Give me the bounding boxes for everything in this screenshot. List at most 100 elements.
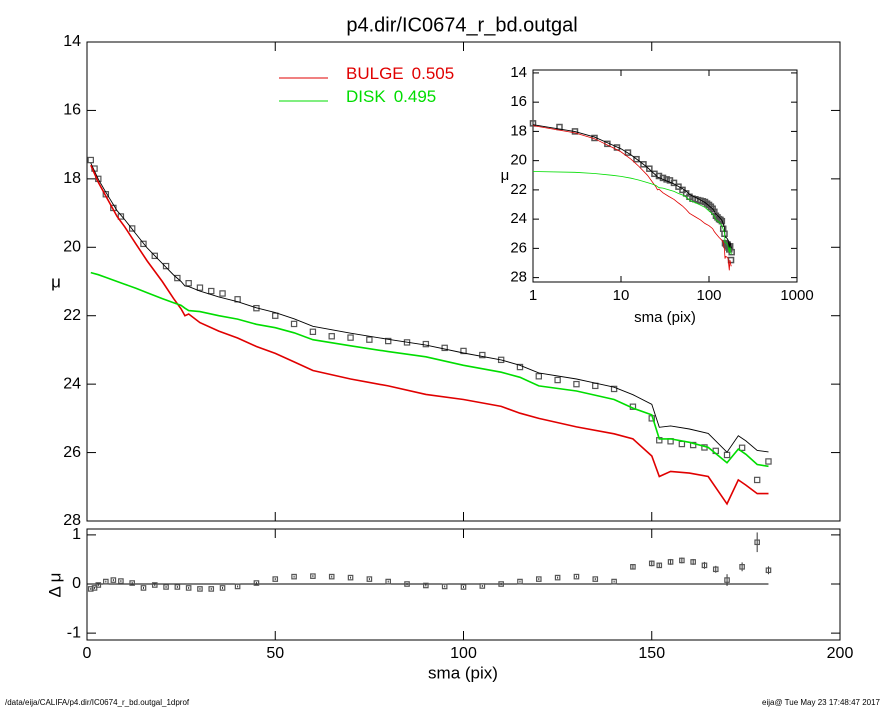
component-line [532, 171, 732, 255]
residual-point [95, 582, 102, 588]
inset-y-axis-label: μ [501, 167, 510, 184]
observed-point [117, 213, 125, 220]
residual-point [667, 559, 674, 565]
y-tick-label: 28 [63, 512, 81, 529]
residual-point [272, 576, 279, 582]
residual-point [765, 567, 772, 574]
residual-point [479, 583, 486, 589]
legend-name: DISK [346, 87, 386, 106]
y-tick-label: 16 [510, 93, 527, 110]
x-tick-label: 1 [529, 287, 537, 304]
residual-point [535, 576, 542, 582]
residual-point [441, 583, 448, 590]
residual-point [554, 574, 561, 581]
residual-point [690, 559, 696, 565]
observed-point [87, 156, 94, 164]
observed-point [366, 336, 373, 343]
y-tick-label: 1 [72, 526, 81, 543]
residual-point [498, 581, 504, 587]
y-tick-label: 20 [510, 152, 527, 169]
x-tick-label: 100 [450, 645, 477, 662]
residual-point [110, 577, 117, 583]
observed-point [328, 333, 335, 340]
x-tick-label: 100 [696, 287, 721, 304]
residual-point [163, 584, 169, 590]
residual-point [385, 578, 392, 585]
observed-point [753, 476, 761, 484]
component-line [90, 164, 769, 506]
residual-point [460, 584, 467, 590]
model-total-line [532, 124, 732, 249]
residual-point [310, 573, 316, 579]
observed-point [535, 373, 543, 380]
observed-point [479, 351, 486, 359]
observed-point [347, 334, 354, 341]
residual-point [174, 584, 181, 590]
y-tick-label: 24 [63, 375, 81, 392]
residual-y-axis-label: Δ μ [45, 573, 64, 598]
residual-point [754, 539, 760, 546]
residual-point [366, 576, 373, 582]
observed-point [718, 217, 726, 225]
chart-title: p4.dir/IC0674_r_bd.outgal [346, 14, 577, 36]
residual-point [103, 578, 109, 585]
y-tick-label: -1 [67, 624, 81, 641]
y-tick-label: 14 [510, 64, 527, 81]
observed-point [185, 280, 192, 287]
residual-point [739, 564, 745, 570]
residual-point [291, 573, 297, 580]
residual-point [517, 578, 523, 585]
x-tick-label: 1000 [780, 287, 813, 304]
observed-point [689, 441, 697, 449]
residual-point [573, 573, 580, 580]
observed-point [624, 149, 632, 156]
residual-point [208, 586, 215, 592]
y-tick-label: 22 [510, 181, 527, 198]
residual-point [185, 585, 192, 591]
residual-point [679, 557, 685, 564]
model-total-line [90, 162, 769, 453]
observed-point [516, 363, 524, 371]
residual-point [611, 578, 617, 585]
observed-point [460, 347, 467, 355]
residual-point [219, 585, 226, 591]
residual-point [656, 562, 663, 569]
observed-point [441, 344, 448, 352]
residual-point [648, 560, 655, 567]
residual-point [724, 577, 730, 583]
observed-point [633, 155, 640, 163]
legend-fraction: 0.495 [394, 87, 437, 106]
y-axis-label: μ [51, 272, 61, 291]
observed-point [162, 262, 170, 270]
y-tick-label: 18 [510, 122, 527, 139]
observed-point [663, 176, 670, 183]
residual-point [404, 581, 410, 587]
y-tick-label: 16 [63, 102, 81, 119]
y-tick-label: 0 [72, 575, 81, 592]
y-tick-label: 24 [510, 210, 527, 227]
residual-point [234, 583, 241, 590]
y-tick-label: 28 [510, 269, 527, 286]
observed-point [422, 340, 430, 348]
observed-point [640, 161, 647, 168]
observed-point [610, 385, 618, 393]
x-axis-label: sma (pix) [428, 663, 498, 682]
residual-point [151, 582, 158, 588]
observed-point [208, 287, 215, 295]
residual-point [253, 580, 260, 586]
plot-frame [532, 69, 798, 283]
observed-point [738, 444, 746, 451]
footer-stamp: eija@ Tue May 23 17:48:47 2017 [762, 698, 881, 707]
x-tick-label: 200 [827, 645, 854, 662]
residual-point [87, 586, 94, 592]
legend-entry: DISK 0.495 [346, 87, 436, 106]
observed-point [573, 380, 580, 388]
observed-point [128, 225, 136, 232]
residual-point [592, 576, 599, 582]
residual-point [328, 573, 335, 580]
observed-point [717, 216, 724, 224]
residual-point [91, 585, 98, 591]
y-tick-label: 18 [63, 170, 81, 187]
